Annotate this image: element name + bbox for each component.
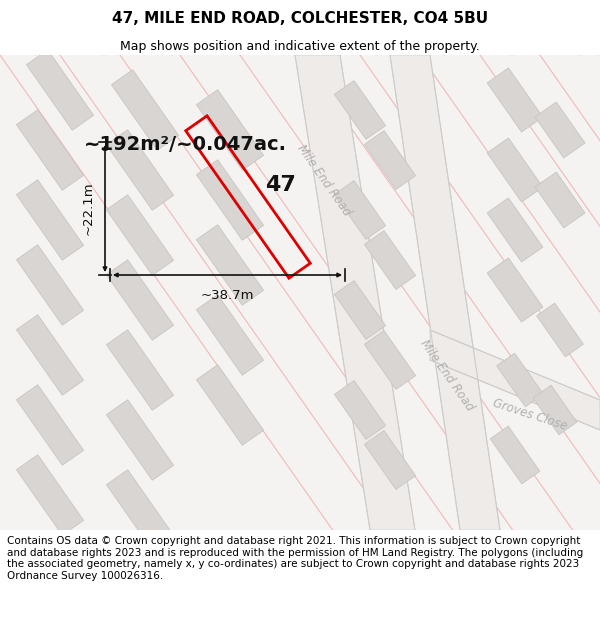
Polygon shape: [487, 138, 543, 202]
Polygon shape: [16, 315, 83, 395]
Polygon shape: [334, 181, 386, 239]
Polygon shape: [112, 70, 179, 150]
Text: 47, MILE END ROAD, COLCHESTER, CO4 5BU: 47, MILE END ROAD, COLCHESTER, CO4 5BU: [112, 11, 488, 26]
Polygon shape: [106, 330, 173, 410]
Polygon shape: [487, 258, 543, 322]
Polygon shape: [106, 195, 173, 275]
Polygon shape: [334, 381, 386, 439]
Polygon shape: [487, 198, 543, 262]
Polygon shape: [533, 385, 577, 435]
Polygon shape: [535, 172, 585, 228]
Text: Mile End Road: Mile End Road: [295, 142, 353, 218]
Polygon shape: [295, 55, 415, 530]
Text: ~22.1m: ~22.1m: [82, 182, 95, 235]
Polygon shape: [106, 130, 173, 210]
Polygon shape: [16, 245, 83, 325]
Polygon shape: [490, 426, 540, 484]
Polygon shape: [390, 55, 500, 530]
Polygon shape: [334, 81, 386, 139]
Polygon shape: [196, 90, 263, 170]
Polygon shape: [364, 131, 416, 189]
Polygon shape: [487, 68, 543, 132]
Text: ~38.7m: ~38.7m: [201, 289, 254, 302]
Text: Map shows position and indicative extent of the property.: Map shows position and indicative extent…: [120, 39, 480, 52]
Polygon shape: [106, 470, 173, 550]
Polygon shape: [196, 225, 263, 305]
Polygon shape: [535, 102, 585, 158]
Polygon shape: [16, 110, 83, 190]
Polygon shape: [16, 455, 83, 535]
Polygon shape: [106, 260, 173, 340]
Polygon shape: [106, 400, 173, 480]
Polygon shape: [430, 330, 600, 430]
Polygon shape: [364, 331, 416, 389]
Polygon shape: [16, 180, 83, 260]
Text: 47: 47: [265, 175, 295, 195]
Polygon shape: [334, 281, 386, 339]
Polygon shape: [196, 160, 263, 240]
Polygon shape: [364, 231, 416, 289]
Polygon shape: [536, 303, 583, 357]
Text: ~192m²/~0.047ac.: ~192m²/~0.047ac.: [83, 136, 287, 154]
Text: Contains OS data © Crown copyright and database right 2021. This information is : Contains OS data © Crown copyright and d…: [7, 536, 583, 581]
Polygon shape: [196, 295, 263, 375]
Text: Groves Close: Groves Close: [491, 397, 569, 433]
Text: Mile End Road: Mile End Road: [418, 337, 476, 413]
Polygon shape: [364, 431, 416, 489]
Polygon shape: [196, 365, 263, 445]
Polygon shape: [497, 353, 544, 407]
Polygon shape: [26, 50, 94, 130]
Polygon shape: [16, 385, 83, 465]
